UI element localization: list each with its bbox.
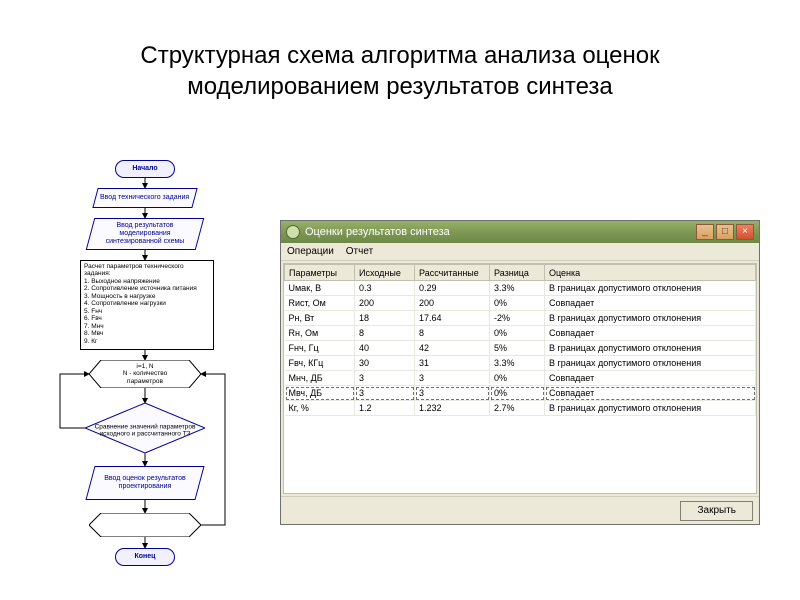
close-icon[interactable]: × [736,224,754,240]
table-cell: 0% [490,371,545,386]
table-cell: Кг, % [285,401,355,416]
table-row[interactable]: Мнч, ДБ330%Совпадает [285,371,756,386]
table-container: ПараметрыИсходныеРассчитанныеРазницаОцен… [283,263,757,494]
flow-input-model-label: Ввод результатов моделирования синтезиро… [94,222,196,246]
menu-operations[interactable]: Операции [287,246,334,257]
maximize-button[interactable]: □ [716,224,734,240]
table-cell: 3.3% [490,356,545,371]
table-cell: 8 [415,326,490,341]
flow-loop-label: i=1, N N - количество параметров [117,363,173,385]
results-table: ПараметрыИсходныеРассчитанныеРазницаОцен… [284,264,756,416]
table-cell: В границах допустимого отклонения [545,401,756,416]
table-cell: 3 [355,386,415,401]
flow-decision-label: Сравнение значений параметров исходного … [91,423,199,438]
flow-decision: Сравнение значений параметров исходного … [85,403,205,458]
table-cell: 1.2 [355,401,415,416]
flow-end: Конец [115,548,175,566]
flow-loop-hex: i=1, N N - количество параметров [89,360,201,388]
table-cell: В границах допустимого отклонения [545,356,756,371]
flow-output-label: Ввод оценок результатов проектирования [94,475,196,491]
flow-input-tz-label: Ввод технического задания [100,194,189,202]
table-cell: 31 [415,356,490,371]
table-cell: 0.3 [355,281,415,296]
table-row[interactable]: Кг, %1.21.2322.7%В границах допустимого … [285,401,756,416]
table-cell: 2.7% [490,401,545,416]
column-header[interactable]: Оценка [545,265,756,281]
table-row[interactable]: Rист, Ом2002000%Совпадает [285,296,756,311]
table-row[interactable]: Rн, Ом880%Совпадает [285,326,756,341]
table-row[interactable]: Мвч, ДБ330%Совпадает [285,386,756,401]
column-header[interactable]: Параметры [285,265,355,281]
table-cell: 200 [415,296,490,311]
app-icon [286,225,300,239]
bottom-bar: Закрыть [281,496,759,524]
table-cell: Мнч, ДБ [285,371,355,386]
flow-output: Ввод оценок результатов проектирования [85,466,204,500]
table-cell: Fнч, Гц [285,341,355,356]
table-row[interactable]: Uмак, В0.30.293.3%В границах допустимого… [285,281,756,296]
table-cell: 17.64 [415,311,490,326]
window-title: Оценки результатов синтеза [305,226,450,238]
table-row[interactable]: Pн, Вт1817.64-2%В границах допустимого о… [285,311,756,326]
table-cell: 3 [415,386,490,401]
menubar: Операции Отчет [281,243,759,261]
table-cell: Fвч, КГц [285,356,355,371]
flow-calc-process: Расчет параметров технического задания: … [80,260,214,350]
table-cell: 0% [490,296,545,311]
close-button[interactable]: Закрыть [680,501,753,521]
flow-input-tz: Ввод технического задания [92,188,197,208]
table-cell: 3 [355,371,415,386]
table-cell: 0% [490,386,545,401]
minimize-button[interactable]: _ [696,224,714,240]
table-cell: Мвч, ДБ [285,386,355,401]
table-row[interactable]: Fнч, Гц40425%В границах допустимого откл… [285,341,756,356]
table-row[interactable]: Fвч, КГц30313.3%В границах допустимого о… [285,356,756,371]
table-cell: 42 [415,341,490,356]
menu-report[interactable]: Отчет [346,246,373,257]
table-cell: 0% [490,326,545,341]
table-cell: 40 [355,341,415,356]
table-cell: Uмак, В [285,281,355,296]
table-cell: В границах допустимого отклонения [545,341,756,356]
table-cell: Совпадает [545,326,756,341]
table-cell: 1.232 [415,401,490,416]
table-cell: 3.3% [490,281,545,296]
table-cell: 200 [355,296,415,311]
column-header[interactable]: Разница [490,265,545,281]
table-cell: 30 [355,356,415,371]
titlebar[interactable]: Оценки результатов синтеза _ □ × [281,221,759,243]
results-window: Оценки результатов синтеза _ □ × Операци… [280,220,760,525]
table-cell: Совпадает [545,371,756,386]
table-cell: Совпадает [545,296,756,311]
table-cell: 8 [355,326,415,341]
table-cell: 3 [415,371,490,386]
flow-input-model: Ввод результатов моделирования синтезиро… [86,218,205,250]
table-cell: В границах допустимого отклонения [545,311,756,326]
table-cell: 0.29 [415,281,490,296]
table-cell: 5% [490,341,545,356]
flowchart: Начало Ввод технического задания Ввод ре… [40,160,250,580]
column-header[interactable]: Рассчитанные [415,265,490,281]
table-cell: Совпадает [545,386,756,401]
table-cell: -2% [490,311,545,326]
table-cell: 18 [355,311,415,326]
table-cell: Rн, Ом [285,326,355,341]
flow-start: Начало [115,160,175,178]
page-title: Структурная схема алгоритма анализа оцен… [60,40,740,102]
flow-loop-end-hex [89,513,201,537]
table-cell: Pн, Вт [285,311,355,326]
table-cell: Rист, Ом [285,296,355,311]
table-cell: В границах допустимого отклонения [545,281,756,296]
column-header[interactable]: Исходные [355,265,415,281]
